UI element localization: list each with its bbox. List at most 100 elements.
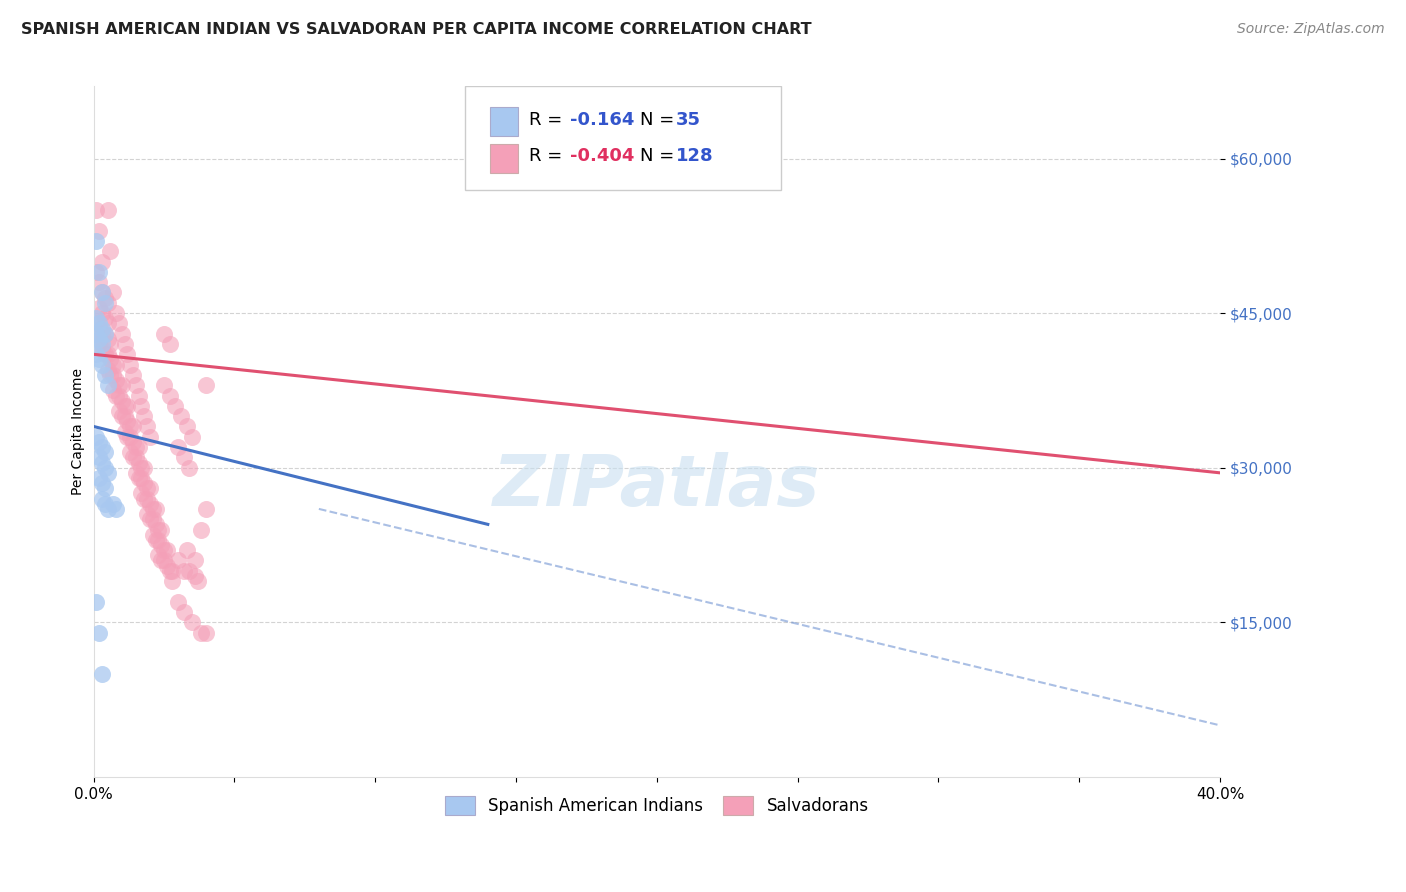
- Point: [117, 414, 139, 428]
- Point: [91, 326, 114, 341]
- Point: [97, 202, 120, 217]
- Point: [94, 291, 117, 305]
- Point: [89, 434, 111, 449]
- Point: [145, 533, 167, 547]
- Point: [97, 363, 120, 377]
- Point: [111, 378, 134, 392]
- Point: [97, 317, 120, 331]
- FancyBboxPatch shape: [491, 144, 519, 173]
- Point: [148, 549, 170, 563]
- Point: [159, 337, 181, 351]
- Point: [159, 564, 181, 578]
- Point: [125, 466, 148, 480]
- Point: [97, 466, 120, 480]
- Point: [111, 393, 134, 408]
- Point: [190, 625, 212, 640]
- Point: [162, 564, 184, 578]
- Point: [117, 399, 139, 413]
- Point: [97, 347, 120, 361]
- Point: [139, 512, 162, 526]
- Point: [91, 306, 114, 320]
- Point: [97, 378, 120, 392]
- Point: [159, 388, 181, 402]
- Point: [142, 527, 165, 541]
- Point: [89, 275, 111, 289]
- Point: [94, 497, 117, 511]
- Point: [94, 460, 117, 475]
- Point: [86, 595, 108, 609]
- Point: [94, 368, 117, 382]
- Point: [162, 574, 184, 588]
- Point: [114, 399, 136, 413]
- Point: [89, 265, 111, 279]
- Point: [153, 543, 176, 558]
- Point: [134, 409, 156, 424]
- Point: [100, 337, 122, 351]
- Point: [89, 625, 111, 640]
- Point: [86, 202, 108, 217]
- Text: Source: ZipAtlas.com: Source: ZipAtlas.com: [1237, 22, 1385, 37]
- Point: [139, 430, 162, 444]
- Point: [89, 224, 111, 238]
- Point: [91, 358, 114, 372]
- Point: [97, 332, 120, 346]
- Point: [91, 337, 114, 351]
- Point: [173, 450, 195, 465]
- Point: [108, 388, 131, 402]
- Point: [89, 337, 111, 351]
- Point: [94, 347, 117, 361]
- Point: [120, 430, 142, 444]
- Point: [131, 486, 153, 500]
- Point: [125, 378, 148, 392]
- Point: [148, 533, 170, 547]
- Point: [156, 543, 179, 558]
- Point: [122, 419, 145, 434]
- Point: [136, 481, 159, 495]
- Point: [94, 445, 117, 459]
- Point: [89, 352, 111, 367]
- Point: [136, 507, 159, 521]
- Point: [91, 456, 114, 470]
- Point: [195, 378, 218, 392]
- Point: [94, 326, 117, 341]
- Point: [89, 301, 111, 315]
- Point: [86, 347, 108, 361]
- Point: [89, 321, 111, 335]
- Point: [181, 430, 204, 444]
- Point: [97, 502, 120, 516]
- Point: [105, 388, 128, 402]
- Point: [91, 285, 114, 300]
- Point: [176, 543, 198, 558]
- Point: [153, 553, 176, 567]
- Point: [131, 471, 153, 485]
- Point: [108, 378, 131, 392]
- Point: [91, 491, 114, 506]
- Point: [153, 326, 176, 341]
- Point: [117, 347, 139, 361]
- Point: [103, 285, 125, 300]
- Point: [97, 295, 120, 310]
- Point: [128, 440, 150, 454]
- Point: [103, 384, 125, 398]
- Point: [142, 502, 165, 516]
- Point: [170, 409, 193, 424]
- Point: [122, 368, 145, 382]
- Point: [139, 497, 162, 511]
- FancyBboxPatch shape: [491, 107, 519, 136]
- Point: [86, 326, 108, 341]
- Point: [120, 419, 142, 434]
- Legend: Spanish American Indians, Salvadorans: Spanish American Indians, Salvadorans: [436, 788, 877, 824]
- Text: R =: R =: [530, 111, 568, 128]
- Point: [111, 326, 134, 341]
- Point: [173, 564, 195, 578]
- Point: [103, 368, 125, 382]
- Point: [150, 523, 173, 537]
- Point: [105, 306, 128, 320]
- Point: [131, 460, 153, 475]
- Point: [117, 430, 139, 444]
- Point: [176, 419, 198, 434]
- Point: [100, 244, 122, 259]
- Point: [187, 574, 209, 588]
- Text: N =: N =: [640, 147, 681, 165]
- Point: [100, 368, 122, 382]
